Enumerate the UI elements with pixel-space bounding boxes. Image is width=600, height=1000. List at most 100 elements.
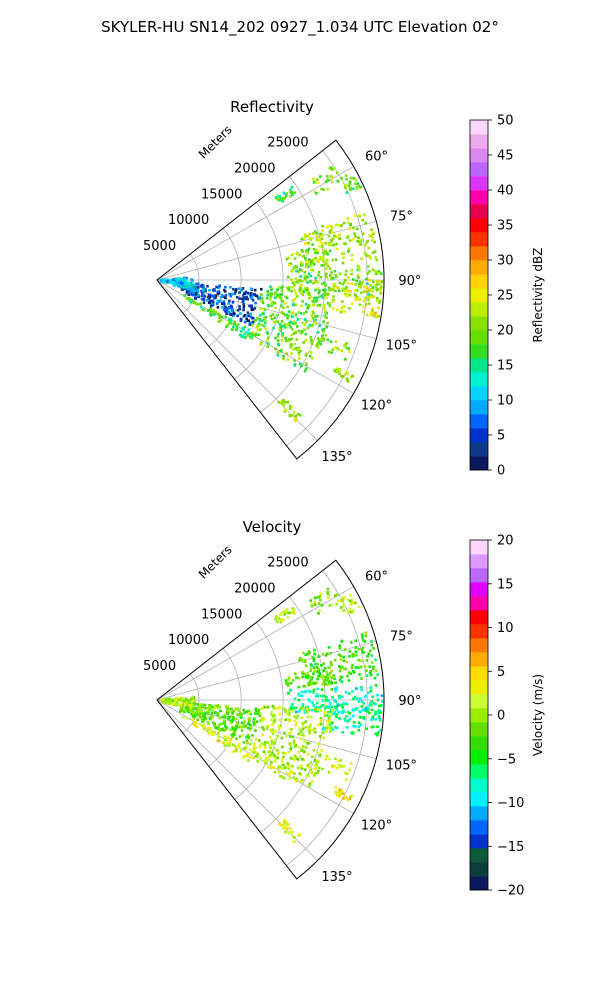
- reflectivity-echo-gate: [219, 295, 223, 299]
- reflectivity-echo-gate: [320, 294, 324, 297]
- velocity-echo-gate: [319, 709, 323, 712]
- reflectivity-echo-gate: [303, 242, 307, 245]
- reflectivity-echo-gate: [234, 289, 237, 293]
- velocity-echo-gate: [330, 603, 333, 607]
- reflectivity-echo-gate: [214, 294, 217, 297]
- velocity-echo-gate: [302, 659, 305, 662]
- velocity-echo-gate: [321, 682, 324, 686]
- reflectivity-echo-gate: [285, 257, 289, 261]
- velocity-echo-gate: [210, 711, 214, 715]
- velocity-echo-gate: [370, 643, 374, 647]
- reflectivity-echo-gate: [366, 272, 369, 275]
- reflectivity-echo-gate: [307, 265, 310, 268]
- velocity-echo-gate: [282, 618, 285, 622]
- reflectivity-echo-gate: [248, 323, 252, 326]
- velocity-echo-gate: [372, 647, 375, 650]
- velocity-echo-gate: [309, 761, 312, 765]
- reflectivity-echo-gate: [269, 295, 273, 298]
- reflectivity-echo-gate: [218, 314, 222, 317]
- reflectivity-echo-gate: [350, 258, 353, 262]
- reflectivity-echo-gate: [229, 318, 232, 322]
- velocity-echo-gate: [318, 674, 322, 677]
- reflectivity-echo-gate: [259, 328, 262, 331]
- reflectivity-echo-gate: [328, 274, 332, 277]
- velocity-echo-gate: [312, 748, 316, 752]
- velocity-echo-gate: [362, 716, 365, 719]
- velocity-echo-gate: [274, 729, 277, 733]
- reflectivity-echo-gate: [293, 297, 297, 301]
- reflectivity-echo-gate: [287, 323, 290, 326]
- velocity-echo-gate: [371, 715, 375, 719]
- velocity-echo-gate: [303, 711, 307, 714]
- velocity-echo-gate: [273, 755, 277, 759]
- velocity-echo-gate: [359, 697, 362, 700]
- reflectivity-echo-gate: [233, 312, 236, 316]
- velocity-echo-gate: [354, 639, 358, 642]
- velocity-echo-gate: [291, 771, 294, 774]
- reflectivity-echo-gate: [327, 243, 331, 246]
- velocity-echo-gate: [320, 688, 324, 691]
- velocity-echo-gate: [370, 700, 374, 703]
- velocity-echo-gate: [203, 706, 206, 710]
- reflectivity-echo-gate: [358, 298, 362, 301]
- reflectivity-echo-gate: [367, 246, 371, 250]
- velocity-echo-gate: [265, 756, 268, 760]
- velocity-range-tick-label: 25000: [267, 556, 308, 571]
- reflectivity-echo-gate: [313, 315, 317, 318]
- reflectivity-echo-gate: [370, 311, 374, 315]
- velocity-echo-gate: [202, 726, 205, 729]
- velocity-echo-region: [278, 819, 302, 843]
- velocity-echo-gate: [180, 708, 183, 711]
- velocity-echo-gate: [357, 666, 360, 669]
- reflectivity-echo-gate: [322, 320, 325, 323]
- velocity-echo-gate: [249, 755, 252, 759]
- velocity-echo-gate: [376, 725, 379, 728]
- velocity-echo-gate: [307, 708, 311, 712]
- reflectivity-echo-gate: [290, 337, 293, 341]
- reflectivity-echo-gate: [312, 304, 315, 307]
- reflectivity-echo-gate: [294, 292, 298, 296]
- velocity-echo-gate: [352, 714, 355, 718]
- reflectivity-echo-gate: [308, 232, 311, 236]
- velocity-echo-gate: [165, 698, 168, 701]
- reflectivity-echo-gate: [286, 305, 289, 309]
- velocity-echo-gate: [231, 718, 234, 722]
- velocity-echo-gate: [204, 711, 207, 714]
- velocity-echo-gate: [195, 707, 198, 710]
- reflectivity-azimuth-tick-label: 75°: [390, 210, 413, 225]
- reflectivity-echo-gate: [380, 272, 383, 275]
- reflectivity-echo-region: [183, 294, 257, 340]
- reflectivity-echo-gate: [356, 297, 359, 300]
- reflectivity-echo-gate: [299, 349, 302, 353]
- velocity-echo-gate: [342, 659, 346, 663]
- velocity-echo-gate: [305, 689, 309, 693]
- reflectivity-echo-gate: [321, 334, 324, 337]
- velocity-echo-gate: [289, 746, 293, 749]
- velocity-echo-gate: [371, 661, 374, 664]
- reflectivity-echo-gate: [232, 314, 235, 317]
- reflectivity-echo-gate: [305, 264, 309, 267]
- reflectivity-echo-gate: [309, 295, 312, 299]
- reflectivity-echo-gate: [353, 289, 357, 292]
- reflectivity-echo-gate: [378, 299, 382, 303]
- velocity-echo-gate: [313, 596, 317, 600]
- velocity-echo-gate: [335, 593, 339, 596]
- velocity-echo-gate: [301, 778, 304, 782]
- reflectivity-echo-gate: [352, 238, 355, 241]
- reflectivity-echo-gate: [249, 287, 253, 290]
- velocity-echo-region: [284, 666, 334, 693]
- reflectivity-echo-gate: [273, 296, 277, 299]
- velocity-echo-gate: [314, 694, 318, 698]
- reflectivity-echo-gate: [173, 280, 177, 284]
- reflectivity-echo-gate: [292, 266, 296, 270]
- reflectivity-echo-gate: [354, 294, 357, 298]
- velocity-echo-gate: [235, 722, 239, 725]
- velocity-echo-gate: [326, 723, 329, 727]
- reflectivity-echo-gate: [181, 282, 184, 285]
- reflectivity-echo-gate: [276, 313, 279, 317]
- reflectivity-echo-gate: [250, 323, 254, 327]
- reflectivity-echo-gate: [244, 297, 248, 301]
- reflectivity-echo-gate: [230, 313, 233, 316]
- reflectivity-echo-gate: [320, 241, 323, 245]
- velocity-echo-gate: [341, 711, 344, 714]
